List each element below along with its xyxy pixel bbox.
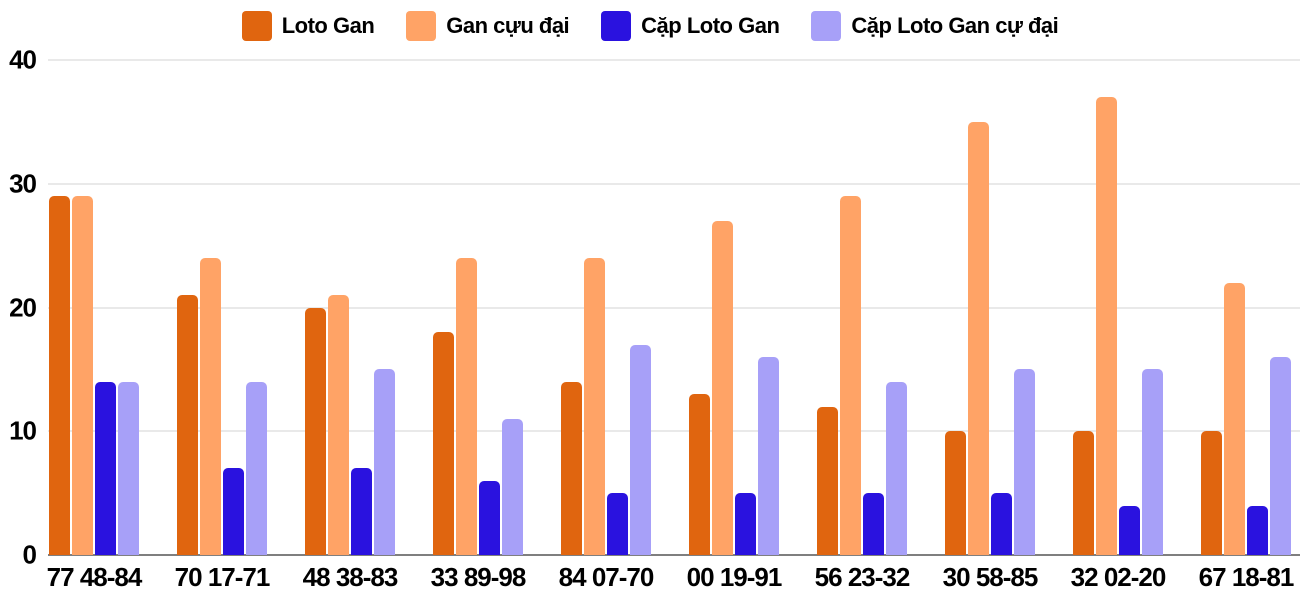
bar: [433, 332, 454, 555]
x-axis-label: 00 19-91: [686, 562, 783, 592]
legend-item-cap-loto-gan: Cặp Loto Gan: [601, 11, 780, 41]
legend-item-loto-gan: Loto Gan: [241, 11, 375, 41]
bar: [1142, 369, 1163, 555]
legend-swatch-loto-gan: [241, 11, 272, 41]
bar: [817, 406, 838, 555]
x-axis-label: 70 17-71: [174, 562, 271, 592]
bar: [246, 381, 267, 555]
y-axis-label: 40: [9, 44, 37, 75]
x-axis-label: 48 38-83: [302, 562, 399, 592]
bar: [456, 258, 477, 555]
bar: [1247, 505, 1268, 555]
bar: [886, 381, 907, 555]
gridline: [48, 59, 1300, 61]
bar: [1073, 431, 1094, 555]
legend-swatch-gan-cuu-dai: [406, 11, 437, 41]
bar: [991, 493, 1012, 555]
gridline: [48, 430, 1300, 433]
x-axis-label: 77 48-84: [46, 562, 143, 592]
bar: [72, 196, 93, 555]
bar: [1270, 357, 1291, 555]
chart-legend: Loto Gan Gan cựu đại Cặp Loto Gan Cặp Lo…: [0, 8, 1300, 44]
x-axis-label: 32 02-20: [1070, 562, 1167, 592]
bar: [968, 121, 989, 555]
legend-item-cap-loto-gan-cu-dai: Cặp Loto Gan cự đại: [811, 11, 1059, 41]
bar: [1224, 282, 1245, 555]
bar: [118, 381, 139, 555]
gridline: [48, 182, 1300, 185]
y-axis-label: 10: [9, 415, 37, 446]
bar: [177, 295, 198, 555]
x-axis-label: 56 23-32: [814, 562, 911, 592]
legend-swatch-cap-loto-gan-cu-dai: [811, 11, 842, 41]
x-axis-line: [48, 554, 1300, 556]
x-axis-label: 67 18-81: [1198, 562, 1295, 592]
bar: [95, 381, 116, 555]
bar: [584, 258, 605, 555]
bar: [1201, 431, 1222, 555]
bar: [863, 493, 884, 555]
bar: [351, 468, 372, 555]
bar: [1119, 505, 1140, 555]
y-axis-label: 20: [9, 292, 37, 322]
bar: [840, 196, 861, 555]
legend-label: Gan cựu đại: [446, 13, 570, 38]
legend-label: Cặp Loto Gan: [641, 13, 780, 38]
legend-swatch-cap-loto-gan: [601, 11, 632, 41]
x-axis-label: 84 07-70: [558, 562, 655, 592]
x-axis-label: 33 89-98: [430, 562, 527, 592]
legend-item-gan-cuu-dai: Gan cựu đại: [406, 11, 570, 41]
bar: [305, 307, 326, 555]
bar: [945, 431, 966, 555]
bar: [479, 480, 500, 555]
legend-label: Cặp Loto Gan cự đại: [851, 13, 1059, 38]
bar: [735, 493, 756, 555]
bar: [502, 418, 523, 555]
bar: [607, 493, 628, 555]
bar: [200, 258, 221, 555]
bar: [561, 381, 582, 555]
legend-label: Loto Gan: [281, 13, 375, 38]
y-axis-label: 0: [22, 539, 37, 570]
bar: [1096, 97, 1117, 555]
x-axis-label: 30 58-85: [942, 562, 1039, 592]
bar: [328, 295, 349, 555]
bar: [223, 468, 244, 555]
bar: [758, 357, 779, 555]
y-axis-label: 30: [9, 168, 37, 199]
bar: [630, 344, 651, 555]
bar: [689, 394, 710, 555]
bar: [374, 369, 395, 555]
gridline: [48, 306, 1300, 309]
bar: [712, 220, 733, 555]
bar: [1014, 369, 1035, 555]
bar: [49, 196, 70, 555]
